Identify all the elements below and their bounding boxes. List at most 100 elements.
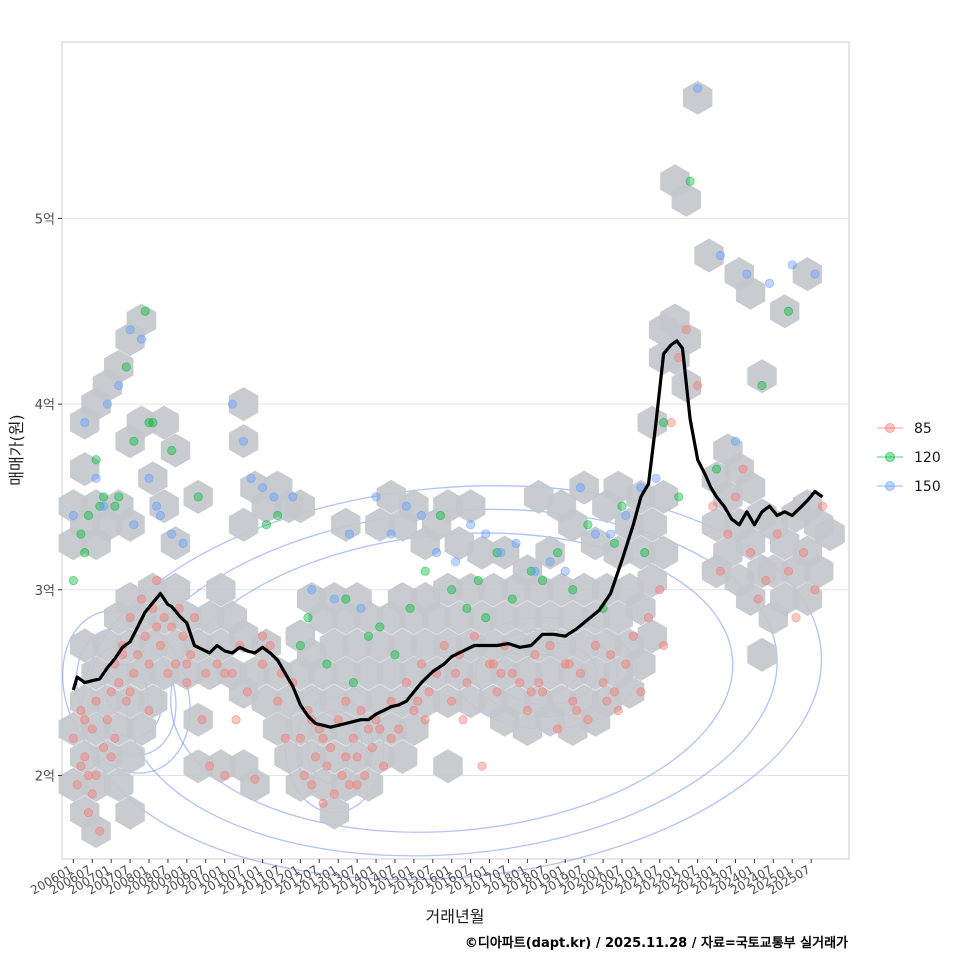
- hexbin-177: [546, 684, 577, 719]
- point-85-142: [83, 770, 94, 781]
- hexbin-85: [285, 767, 316, 802]
- point-85-144: [151, 622, 162, 632]
- hexbin-214: [648, 479, 679, 514]
- hexbin-57: [183, 702, 213, 737]
- point-150-15: [269, 492, 279, 502]
- hexbin-23: [104, 767, 134, 802]
- point-85-7: [87, 789, 97, 799]
- hexbin-229: [713, 479, 743, 514]
- hexbin-18: [92, 739, 123, 774]
- hexbin-235: [735, 582, 766, 616]
- trend-line: [71, 339, 824, 729]
- y-tick-label-0: 2억: [35, 769, 55, 784]
- point-150-22: [386, 529, 396, 539]
- hexbin-140: [433, 749, 463, 784]
- point-85-90: [530, 650, 540, 660]
- y-tick-label-1: 3억: [35, 584, 55, 599]
- point-85-66: [360, 770, 370, 781]
- point-120-18: [348, 678, 358, 688]
- hexbin-114: [353, 656, 384, 691]
- point-85-25: [151, 575, 162, 586]
- hexbin-56: [183, 749, 213, 784]
- point-120-45: [783, 306, 794, 316]
- point-85-32: [178, 631, 188, 641]
- point-120-4: [99, 492, 109, 502]
- point-150-18: [329, 594, 340, 604]
- point-120-24: [435, 510, 445, 521]
- point-150-3: [102, 399, 113, 409]
- hexbin-221: [671, 322, 701, 357]
- point-85-126: [91, 770, 101, 781]
- hexbin-116: [365, 739, 395, 774]
- hexbin-123: [376, 479, 406, 514]
- point-85-39: [220, 770, 230, 781]
- point-150-11: [227, 399, 237, 409]
- point-85-67: [363, 724, 374, 734]
- hexbin-167: [512, 600, 543, 635]
- point-120-48: [114, 492, 124, 502]
- hexbin-236: [735, 526, 766, 561]
- point-85-129: [144, 705, 154, 716]
- point-85-125: [80, 715, 90, 725]
- hexbin-82: [274, 739, 304, 774]
- point-85-38: [212, 659, 222, 669]
- hexbin-50: [160, 628, 191, 663]
- point-150-43: [742, 269, 752, 279]
- legend-key-point-85: [885, 423, 895, 433]
- point-150-10: [178, 538, 188, 548]
- hexbin-49: [149, 405, 179, 440]
- hexbin-61: [194, 600, 225, 635]
- hexbin-120: [376, 712, 406, 746]
- point-120-2: [83, 510, 94, 521]
- point-85-29: [167, 622, 177, 632]
- hexbin-223: [682, 80, 713, 115]
- point-85-138: [496, 668, 506, 678]
- hexbin-108: [342, 739, 372, 774]
- point-85-122: [798, 548, 809, 558]
- hexbin-150: [455, 572, 486, 607]
- point-85-47: [280, 733, 290, 743]
- point-120-16: [322, 659, 332, 669]
- hexbin-143: [433, 572, 463, 607]
- hexbin-69: [228, 619, 259, 654]
- hexbin-206: [626, 591, 656, 626]
- point-120-43: [711, 464, 722, 474]
- hexbin-51: [160, 572, 191, 607]
- hexbin-124: [387, 739, 418, 774]
- point-120-7: [129, 436, 139, 446]
- hexbin-237: [735, 470, 766, 505]
- point-85-150: [386, 733, 396, 743]
- point-85-49: [295, 733, 305, 743]
- point-85-112: [715, 566, 725, 576]
- hexbin-52: [160, 526, 191, 561]
- point-150-44: [764, 278, 775, 288]
- hexbin-31: [115, 684, 145, 719]
- legend-key-point-120: [885, 452, 895, 462]
- point-120-42: [685, 176, 695, 186]
- point-85-26: [155, 640, 165, 651]
- legend-key-point-150: [885, 481, 895, 491]
- point-120-21: [390, 650, 400, 660]
- point-85-134: [341, 752, 351, 762]
- hexbin-55: [172, 600, 202, 635]
- point-85-153: [488, 659, 498, 669]
- point-85-34: [186, 650, 196, 660]
- hexbin-48: [149, 489, 179, 524]
- point-85-88: [515, 678, 525, 688]
- hexbin-70: [228, 507, 259, 542]
- point-85-111: [708, 501, 718, 511]
- point-85-127: [110, 733, 120, 743]
- hexbin-147: [444, 526, 474, 561]
- point-85-114: [730, 492, 741, 502]
- point-85-22: [140, 631, 150, 641]
- hexbin-109: [342, 684, 372, 719]
- point-85-120: [783, 566, 794, 576]
- hexbin-190: [580, 656, 611, 691]
- hexbin-247: [770, 526, 800, 561]
- point-85-70: [379, 761, 389, 771]
- hexbin-101: [319, 628, 350, 663]
- point-120-13: [273, 510, 283, 521]
- point-85-136: [413, 696, 423, 706]
- hexbin-11: [81, 814, 111, 849]
- point-85-107: [666, 418, 676, 428]
